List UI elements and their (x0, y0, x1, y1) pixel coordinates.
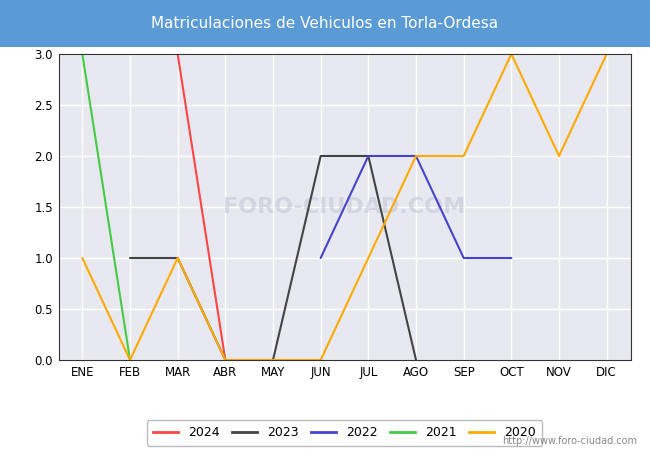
Legend: 2024, 2023, 2022, 2021, 2020: 2024, 2023, 2022, 2021, 2020 (147, 420, 542, 446)
Text: Matriculaciones de Vehiculos en Torla-Ordesa: Matriculaciones de Vehiculos en Torla-Or… (151, 16, 499, 31)
Text: http://www.foro-ciudad.com: http://www.foro-ciudad.com (502, 436, 637, 446)
Text: FORO-CIUDAD.COM: FORO-CIUDAD.COM (224, 197, 465, 217)
